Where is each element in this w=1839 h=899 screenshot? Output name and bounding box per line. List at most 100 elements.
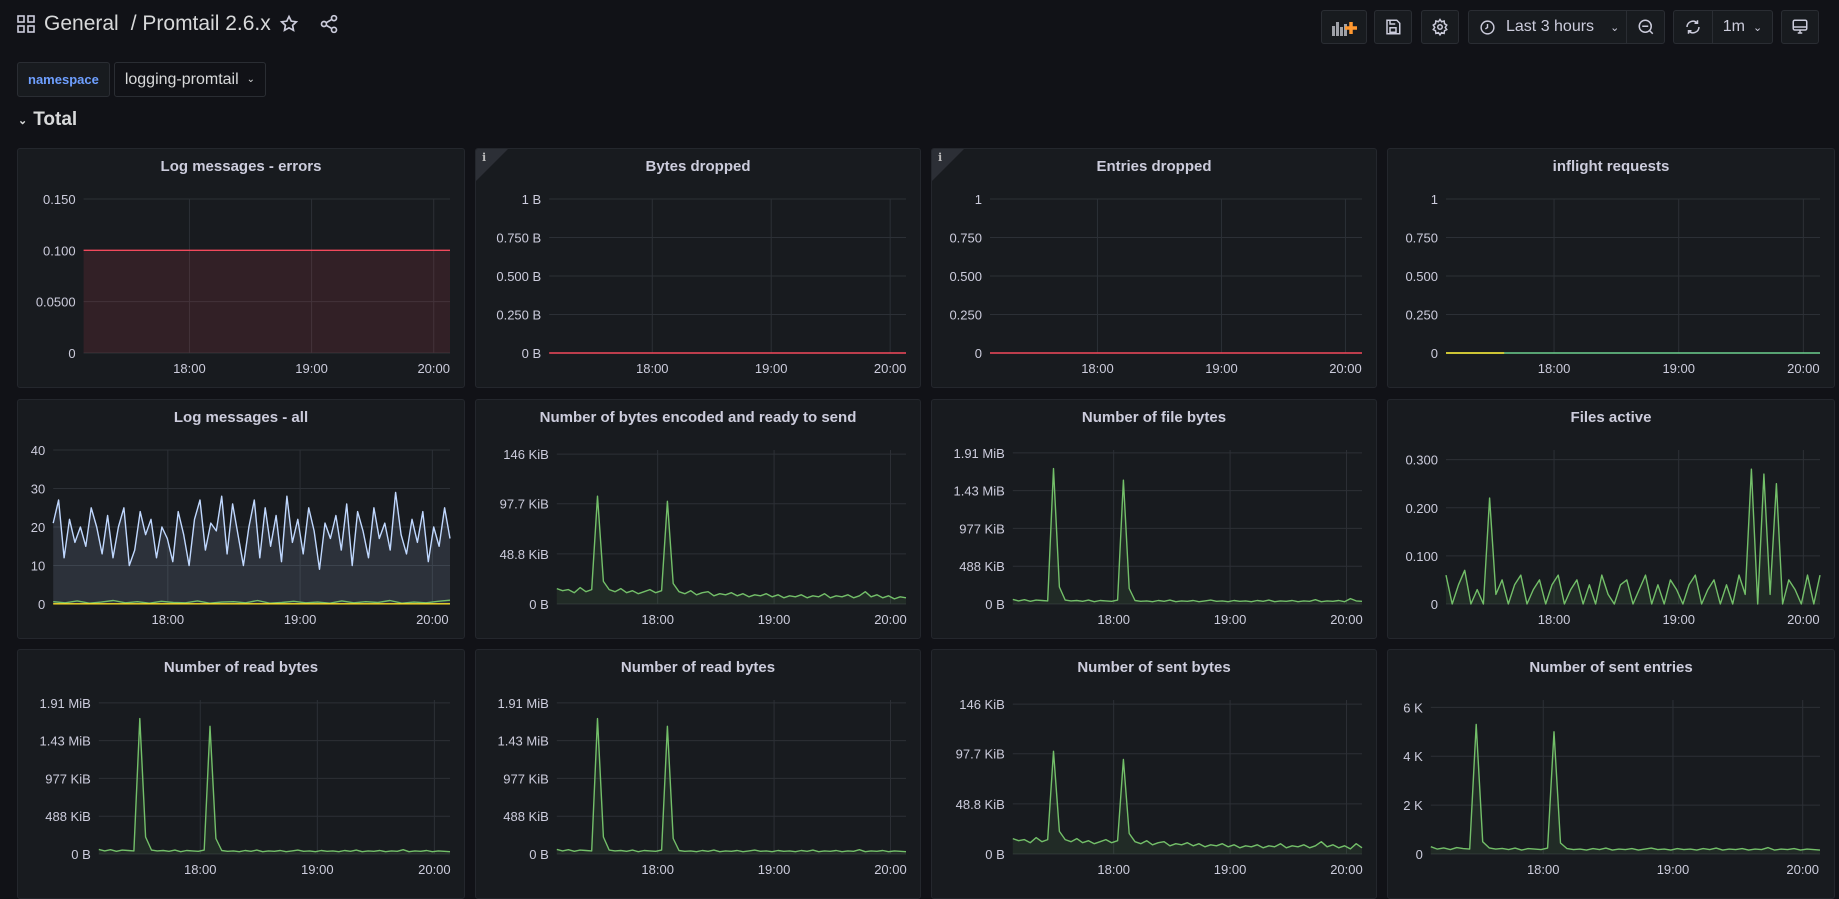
y-tick-label: 0 <box>1416 847 1423 862</box>
panel-title[interactable]: Number of file bytes <box>1081 409 1227 426</box>
y-tick-label: 0.200 <box>1405 501 1438 516</box>
dashboard-navbar: General / Promtail 2.6.x Last 3 hours ⌄ … <box>0 0 1839 52</box>
panel-title[interactable]: Bytes dropped <box>645 158 751 175</box>
y-tick-label: 0 B <box>71 847 91 862</box>
dashboard-name[interactable]: / Promtail 2.6.x <box>130 12 271 35</box>
x-tick-label: 20:00 <box>417 361 450 376</box>
chevron-down-icon: ⌄ <box>18 114 28 127</box>
x-tick-label: 19:00 <box>758 612 791 627</box>
series-line <box>556 495 907 600</box>
panel[interactable]: Entries dropped i 0 0.250 0.500 0.750 1 18:00 19… <box>931 148 1377 388</box>
x-tick-label: 20:00 <box>874 612 907 627</box>
y-tick-label: 1 B <box>522 192 542 207</box>
series-line <box>1430 723 1821 851</box>
panel-info-corner[interactable] <box>476 149 508 181</box>
refresh-interval-picker[interactable]: 1m ⌄ <box>1712 10 1773 44</box>
chevron-down-icon: ⌄ <box>1610 21 1620 34</box>
x-tick-label: 18:00 <box>173 361 206 376</box>
zoom-out-button[interactable] <box>1626 10 1665 44</box>
y-tick-label: 0 B <box>522 346 542 361</box>
x-tick-label: 19:00 <box>1214 862 1247 877</box>
panel-title[interactable]: Number of sent bytes <box>1077 659 1231 676</box>
add-panel-button[interactable] <box>1321 10 1367 44</box>
x-tick-label: 19:00 <box>1214 612 1247 627</box>
panel[interactable]: Number of read bytes 0 B 488 KiB 977 KiB 1.4… <box>475 649 921 899</box>
x-tick-label: 18:00 <box>152 612 185 627</box>
y-tick-label: 1.91 MiB <box>953 446 1004 461</box>
x-tick-label: 20:00 <box>1786 862 1819 877</box>
panel[interactable]: Bytes dropped i 0 B 0.250 B 0.500 B 0.750 B 1 … <box>475 148 921 388</box>
y-tick-label: 0.500 <box>949 269 982 284</box>
panel[interactable]: Number of sent entries 0 2 K 4 K 6 K 18:00 19:… <box>1387 649 1835 899</box>
x-tick-label: 19:00 <box>1662 361 1695 376</box>
star-icon[interactable] <box>279 14 299 34</box>
info-icon[interactable]: i <box>482 151 487 164</box>
panel-title[interactable]: Log messages - all <box>173 409 309 426</box>
panel[interactable]: inflight requests 0 0.250 0.500 0.750 1 18:00 1… <box>1387 148 1835 388</box>
series-line <box>98 717 451 853</box>
info-icon[interactable]: i <box>938 151 943 164</box>
x-tick-label: 18:00 <box>641 612 674 627</box>
series-line <box>1445 468 1821 605</box>
folder-link[interactable]: General <box>44 12 119 35</box>
panel[interactable]: Number of bytes encoded and ready to sen… <box>475 399 921 639</box>
y-tick-label: 48.8 KiB <box>956 797 1005 812</box>
panel-plot: 0 0.250 0.500 0.750 1 18:00 19:00 20:00 <box>1394 187 1828 381</box>
y-tick-label: 0.300 <box>1405 453 1438 468</box>
x-tick-label: 20:00 <box>1330 612 1363 627</box>
x-tick-label: 19:00 <box>1205 361 1238 376</box>
series-area <box>1012 468 1362 604</box>
x-tick-label: 18:00 <box>636 361 669 376</box>
x-tick-label: 18:00 <box>1097 862 1130 877</box>
x-tick-label: 19:00 <box>1657 862 1690 877</box>
y-tick-label: 40 <box>31 443 45 458</box>
panel[interactable]: Files active 0 0.100 0.200 0.300 18:00 19:00 20… <box>1387 399 1835 639</box>
panel[interactable]: Number of file bytes 0 B 488 KiB 977 KiB 1.4… <box>931 399 1377 639</box>
series-line <box>1012 467 1363 603</box>
panel-title[interactable]: Number of bytes encoded and ready to sen… <box>539 409 857 426</box>
y-tick-label: 1 <box>975 192 982 207</box>
panel-title[interactable]: Files active <box>1570 409 1652 426</box>
y-tick-label: 0 <box>1431 346 1438 361</box>
panel-info-corner[interactable] <box>932 149 964 181</box>
y-tick-label: 0.0500 <box>36 295 76 310</box>
series-line <box>52 491 451 570</box>
y-tick-label: 488 KiB <box>503 809 549 824</box>
y-tick-label: 0 <box>68 346 75 361</box>
y-tick-label: 1.43 MiB <box>497 734 548 749</box>
y-tick-label: 0.250 <box>949 308 982 323</box>
x-tick-label: 20:00 <box>1329 361 1362 376</box>
panel-plot: 0 B 0.250 B 0.500 B 0.750 B 1 B 18:00 19:00 20:… <box>482 187 914 381</box>
y-tick-label: 0.250 <box>1405 308 1438 323</box>
panel-title[interactable]: Number of sent entries <box>1529 659 1693 676</box>
refresh-icon <box>1684 18 1702 36</box>
save-dashboard-button[interactable] <box>1374 10 1412 44</box>
x-tick-label: 19:00 <box>755 361 788 376</box>
panel-title[interactable]: Log messages - errors <box>160 158 322 175</box>
panel[interactable]: Log messages - errors 0 0.0500 0.100 0.150 18… <box>17 148 465 388</box>
panel[interactable]: Number of read bytes 0 B 488 KiB 977 KiB 1.4… <box>17 649 465 899</box>
chevron-down-icon: ⌄ <box>1753 21 1763 34</box>
panel-plot: 0 0.250 0.500 0.750 1 18:00 19:00 20:00 <box>938 187 1370 381</box>
panel-title[interactable]: inflight requests <box>1552 158 1670 175</box>
y-tick-label: 0.500 B <box>496 269 541 284</box>
x-tick-label: 18:00 <box>1538 361 1571 376</box>
panel[interactable]: Log messages - all 0 10 20 30 40 18:00 19:00 20:… <box>17 399 465 639</box>
time-range-picker[interactable]: Last 3 hours ⌄ <box>1468 10 1626 44</box>
namespace-select[interactable]: logging-promtail ⌄ <box>113 62 267 97</box>
share-icon[interactable] <box>319 14 339 34</box>
y-tick-label: 4 K <box>1403 749 1423 764</box>
y-tick-label: 1 <box>1431 192 1438 207</box>
gear-icon <box>1431 18 1449 36</box>
panel-title[interactable]: Number of read bytes <box>620 659 776 676</box>
dashboard-settings-button[interactable] <box>1421 10 1459 44</box>
refresh-button[interactable] <box>1673 10 1712 44</box>
y-tick-label: 977 KiB <box>503 771 549 786</box>
x-tick-label: 20:00 <box>416 612 449 627</box>
series-area <box>83 250 450 353</box>
panel[interactable]: Number of sent bytes 0 B 48.8 KiB 97.7 KiB 1… <box>931 649 1377 899</box>
row-toggle-total[interactable]: ⌄ Total <box>18 109 77 131</box>
panel-title[interactable]: Number of read bytes <box>163 659 319 676</box>
panel-title[interactable]: Entries dropped <box>1096 158 1212 175</box>
tv-mode-button[interactable] <box>1781 10 1819 44</box>
